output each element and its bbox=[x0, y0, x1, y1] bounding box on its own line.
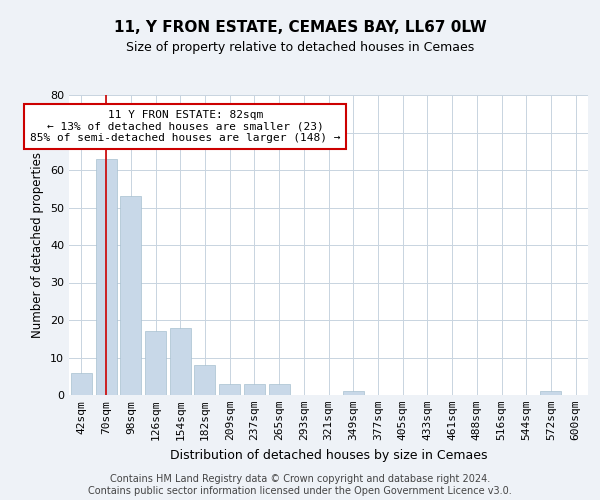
Bar bbox=[71, 372, 92, 395]
Bar bbox=[95, 159, 116, 395]
Text: Contains HM Land Registry data © Crown copyright and database right 2024.
Contai: Contains HM Land Registry data © Crown c… bbox=[88, 474, 512, 496]
Bar bbox=[170, 328, 191, 395]
Bar bbox=[541, 391, 562, 395]
Bar bbox=[244, 384, 265, 395]
Bar bbox=[343, 391, 364, 395]
Bar bbox=[145, 331, 166, 395]
Bar bbox=[194, 365, 215, 395]
X-axis label: Distribution of detached houses by size in Cemaes: Distribution of detached houses by size … bbox=[170, 448, 487, 462]
Text: 11, Y FRON ESTATE, CEMAES BAY, LL67 0LW: 11, Y FRON ESTATE, CEMAES BAY, LL67 0LW bbox=[113, 20, 487, 35]
Text: 11 Y FRON ESTATE: 82sqm
← 13% of detached houses are smaller (23)
85% of semi-de: 11 Y FRON ESTATE: 82sqm ← 13% of detache… bbox=[30, 110, 340, 143]
Bar bbox=[269, 384, 290, 395]
Y-axis label: Number of detached properties: Number of detached properties bbox=[31, 152, 44, 338]
Bar bbox=[219, 384, 240, 395]
Text: Size of property relative to detached houses in Cemaes: Size of property relative to detached ho… bbox=[126, 41, 474, 54]
Bar bbox=[120, 196, 141, 395]
